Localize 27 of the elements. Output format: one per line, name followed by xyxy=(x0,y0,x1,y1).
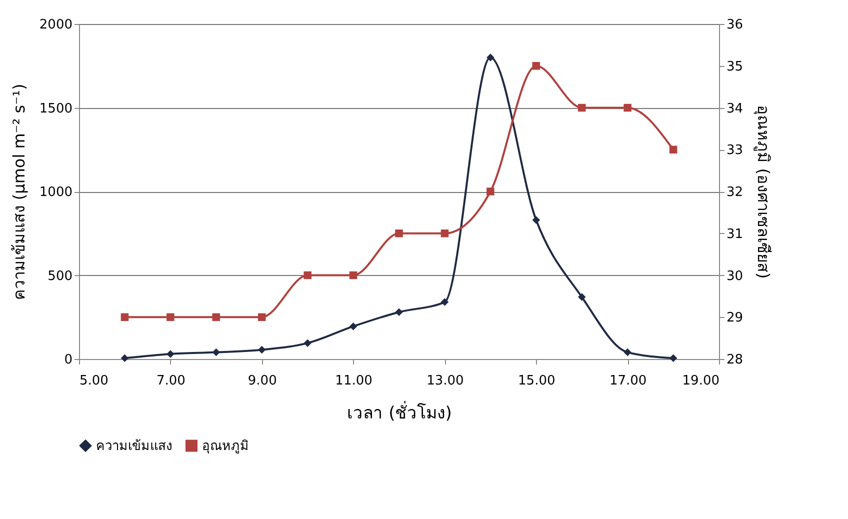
x-tick-label: 13.00 xyxy=(426,374,464,388)
y2-tick-label: 36 xyxy=(726,18,744,32)
y2-tick-label: 28 xyxy=(726,352,744,368)
x-tick-label: 5.00 xyxy=(80,374,108,388)
x-tick-label: 15.00 xyxy=(518,374,556,388)
y2-tick-label: 30 xyxy=(726,268,744,284)
y2-tick-label: 29 xyxy=(726,310,744,326)
y-tick-label: 1500 xyxy=(39,101,72,116)
y2-tick-label: 35 xyxy=(726,59,744,74)
y-tick-label: 1000 xyxy=(39,185,72,200)
legend-label: อุณหภูมิ xyxy=(202,438,249,454)
x-tick-label: 11.00 xyxy=(335,374,372,388)
y2-tick-label: 33 xyxy=(726,143,744,158)
y2-tick-label: 31 xyxy=(726,226,744,242)
legend-label: ความเข้มแสง xyxy=(96,438,172,454)
y2-axis-title: อุณหภูมิ (องศาเซลเซียส) xyxy=(753,105,774,279)
x-tick-label: 17.00 xyxy=(609,374,647,388)
x-tick-label: 19.00 xyxy=(682,374,720,388)
x-axis-title: เวลา (ชั่วโมง) xyxy=(347,400,452,424)
y-tick-label: 0 xyxy=(64,352,72,368)
x-tick-label: 7.00 xyxy=(156,374,186,388)
y-tick-label: 500 xyxy=(48,268,72,284)
y2-tick-label: 32 xyxy=(726,185,744,200)
y2-tick-label: 34 xyxy=(726,101,744,116)
y-axis-title: ความเข้มแสง (µmol m⁻² s⁻¹) xyxy=(9,84,28,300)
y-tick-label: 2000 xyxy=(39,18,72,32)
x-tick-label: 9.00 xyxy=(248,374,277,388)
